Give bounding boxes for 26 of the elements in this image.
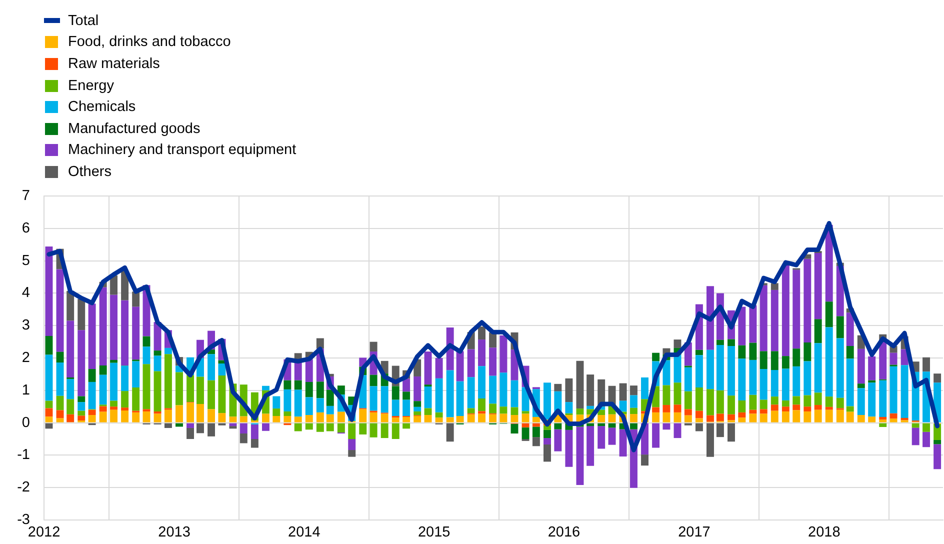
legend-label: Energy [68,78,114,94]
y-tick-label: 6 [22,220,30,236]
x-tick-label: 2017 [678,524,710,541]
x-tick-label: 2016 [548,524,580,541]
y-tick-label: -3 [17,512,30,528]
y-tick-label: 1 [22,382,30,398]
x-tick-label: 2012 [28,524,60,541]
x-tick-label: 2013 [158,524,190,541]
x-tick-label: 2018 [808,524,840,541]
y-tick-label: 0 [22,414,30,431]
y-tick-label: 7 [22,188,30,204]
x-tick-label: 2015 [418,524,450,541]
legend-label: Manufactured goods [68,120,200,137]
legend-label: Food, drinks and tobacco [68,34,231,50]
y-tick-label: 4 [22,285,30,302]
legend-label: Total [68,12,99,29]
x-tick-label: 2014 [288,524,320,541]
y-tick-label: -2 [17,480,30,496]
y-tick-label: -1 [17,447,30,464]
legend-label: Chemicals [68,99,136,116]
y-tick-label: 5 [22,252,30,269]
y-tick-label: 3 [22,318,30,334]
legend-label: Others [68,164,112,180]
legend-label: Machinery and transport equipment [68,142,296,158]
y-tick-label: 2 [22,350,30,366]
legend-label: Raw materials [68,56,160,72]
